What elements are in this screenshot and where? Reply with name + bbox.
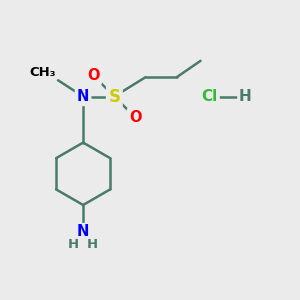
Text: H: H [68, 238, 79, 251]
Text: S: S [108, 88, 120, 106]
Text: CH₃: CH₃ [30, 66, 56, 79]
Text: H: H [239, 89, 251, 104]
Text: O: O [87, 68, 100, 83]
Text: N: N [77, 224, 89, 239]
Text: O: O [129, 110, 141, 125]
Text: N: N [77, 89, 89, 104]
Text: H: H [87, 238, 98, 251]
Text: Cl: Cl [201, 89, 218, 104]
